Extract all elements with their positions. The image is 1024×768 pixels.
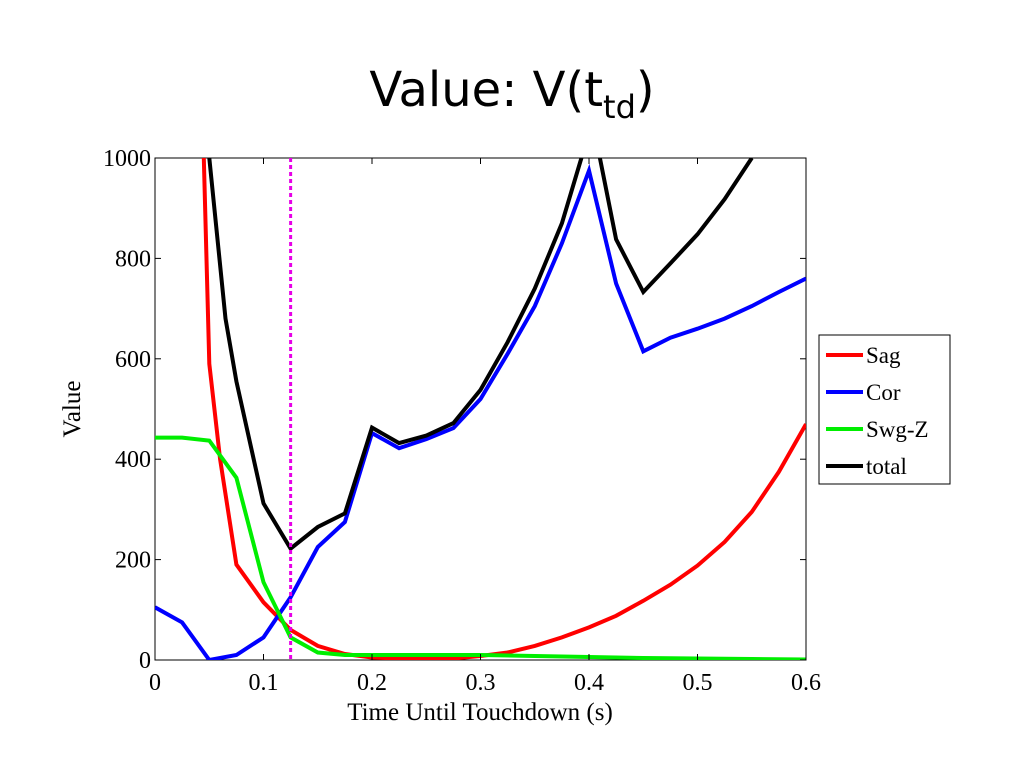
y-tick-label: 1000 [103, 146, 151, 172]
series-line-cor [155, 163, 806, 660]
x-tick-label: 0.4 [574, 670, 604, 696]
x-tick-label: 0 [149, 670, 161, 696]
y-tick-label: 400 [115, 447, 151, 473]
x-axis-label: Time Until Touchdown (s) [347, 699, 613, 726]
y-tick-label: 600 [115, 347, 151, 373]
legend-label: Sag [866, 343, 901, 368]
legend-label: total [866, 454, 907, 479]
x-tick-label: 0.5 [683, 670, 713, 696]
y-tick-label: 200 [115, 548, 151, 574]
legend: Sag Cor Swg-Z total [818, 334, 951, 485]
y-axis-label: Value [59, 381, 86, 438]
legend-label: Swg-Z [866, 417, 929, 442]
x-tick-label: 0.6 [791, 670, 821, 696]
x-tick-label: 0.1 [249, 670, 279, 696]
legend-label: Cor [866, 380, 901, 405]
title-main: Value: V(t [369, 62, 604, 118]
y-tick-label: 800 [115, 246, 151, 272]
y-tick-label: 0 [139, 648, 151, 674]
legend-box [818, 334, 951, 485]
title-close: ) [635, 62, 655, 118]
title-subscript: td [603, 88, 636, 126]
x-tick-label: 0.3 [466, 670, 496, 696]
x-tick-label: 0.2 [357, 670, 387, 696]
slide-title: Value: V(ttd) [0, 62, 1024, 126]
series-line-total [207, 158, 754, 552]
